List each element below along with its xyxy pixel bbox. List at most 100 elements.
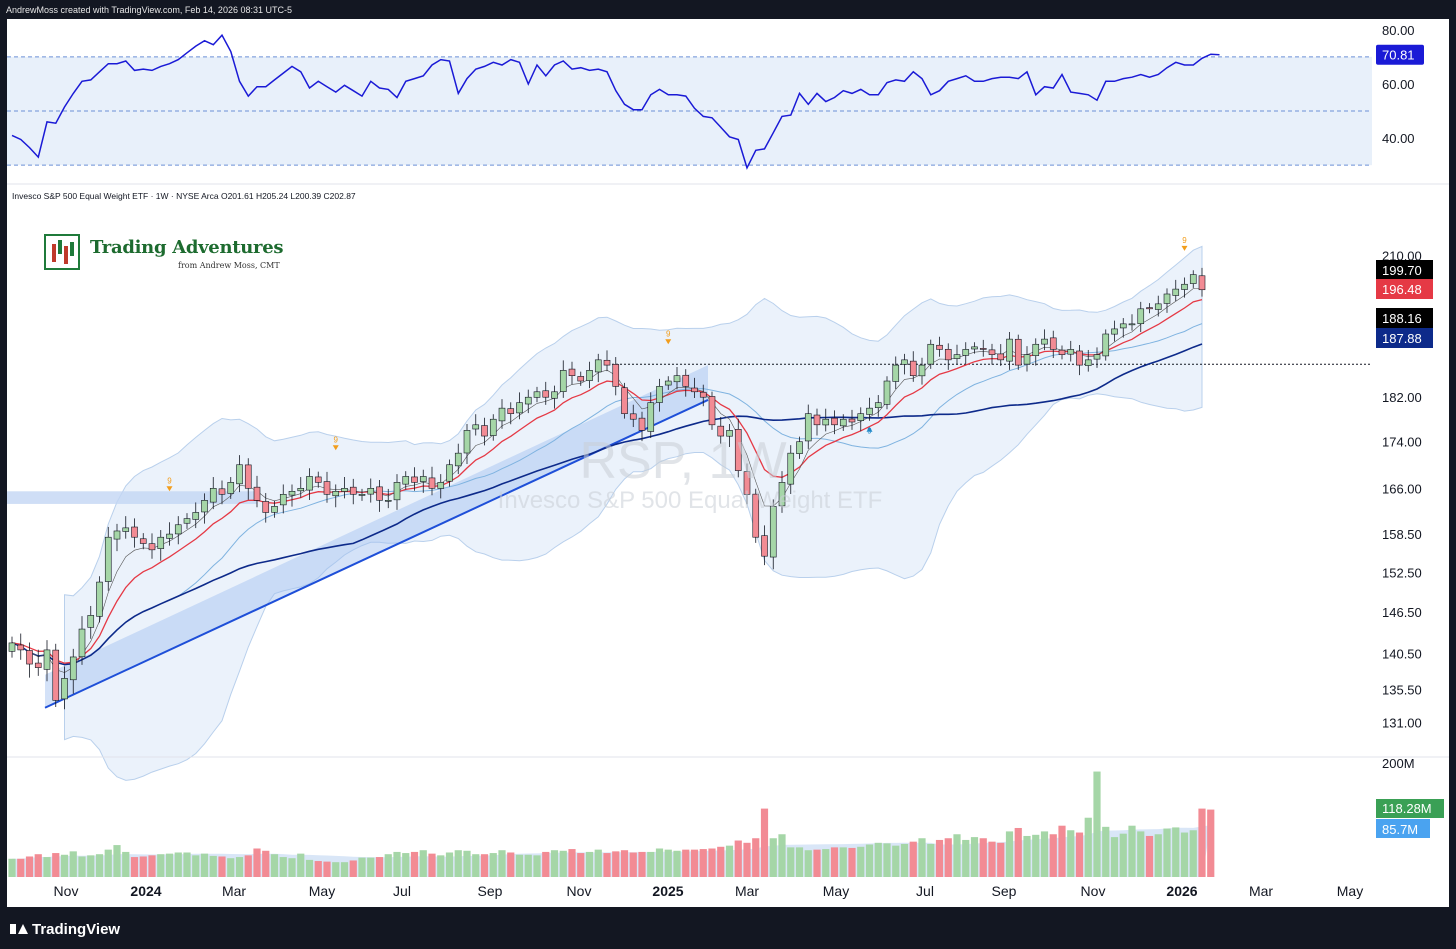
volume-bar	[463, 850, 471, 877]
candle-up	[1032, 343, 1040, 356]
volume-bar	[655, 848, 664, 877]
volume-bar	[428, 853, 436, 877]
candle-down	[323, 481, 331, 495]
candle-up	[472, 424, 480, 430]
volume-bar	[988, 841, 996, 877]
candle-up	[664, 380, 672, 386]
volume-bar	[60, 854, 69, 877]
candle-up	[857, 413, 865, 421]
candle-up	[166, 533, 173, 539]
time-axis-label: Nov	[567, 883, 592, 899]
candle-up	[673, 375, 681, 383]
candle-down	[34, 662, 42, 668]
sequential-count-label: 9	[167, 476, 172, 485]
price-tick-label: 182.00	[1382, 390, 1422, 405]
rsi-line	[11, 33, 1220, 170]
candle-down	[52, 649, 60, 701]
candle-up	[446, 464, 453, 482]
candle-down	[944, 348, 952, 361]
price-tick-label: 174.00	[1382, 435, 1422, 450]
volume-bar	[778, 834, 786, 877]
candle-down	[717, 425, 725, 437]
candle-up	[113, 530, 121, 540]
volume-bar	[367, 857, 375, 877]
candle-down	[542, 390, 550, 398]
time-axis-label: Jul	[916, 883, 934, 899]
volume-bar	[1049, 834, 1057, 877]
volume-bar	[1058, 825, 1066, 877]
candle-down	[734, 429, 742, 471]
candle-down	[936, 344, 943, 350]
volume-bar	[1102, 826, 1110, 877]
candle-down	[577, 376, 585, 382]
volume-bar	[393, 851, 401, 877]
volume-bar	[542, 851, 550, 877]
volume-bar	[262, 850, 270, 877]
candle-up	[656, 386, 663, 403]
candle-up	[822, 418, 830, 426]
candle-up	[122, 527, 130, 532]
support-zone	[7, 491, 257, 504]
volume-bar	[760, 808, 769, 877]
volume-bar	[297, 853, 305, 877]
volume-bar	[804, 850, 812, 877]
volume-bar	[612, 851, 620, 877]
candle-up	[1119, 323, 1127, 329]
volume-bar	[1075, 832, 1084, 877]
candle-up	[901, 359, 908, 365]
candle-up	[1041, 338, 1048, 345]
sequential-count-label: 9	[1182, 236, 1187, 245]
candle-up	[971, 346, 978, 350]
candle-up	[288, 491, 296, 496]
candle-up	[341, 488, 348, 492]
volume-bar	[1198, 808, 1206, 877]
candle-down	[752, 493, 760, 538]
volume-bar	[865, 844, 874, 877]
time-axis-label: May	[823, 883, 849, 899]
volume-bar	[1128, 825, 1136, 877]
candle-up	[927, 343, 935, 365]
volume-bar	[550, 850, 559, 877]
trend-channel	[45, 365, 708, 708]
price-tick-label: 166.00	[1382, 481, 1422, 496]
volume-average-badge	[1376, 819, 1430, 838]
volume-bar	[253, 848, 261, 877]
candle-up	[227, 482, 235, 494]
volume-bar	[743, 842, 751, 877]
volume-bar	[603, 853, 611, 877]
price-tick-label: 146.50	[1382, 605, 1422, 620]
candle-down	[988, 349, 996, 355]
time-axis-label: May	[309, 883, 335, 899]
candle-down	[708, 396, 716, 426]
volume-bar	[1189, 830, 1197, 877]
volume-bar	[270, 854, 279, 877]
volume-bar	[183, 852, 191, 877]
candle-up	[393, 482, 401, 501]
volume-bar	[507, 852, 515, 877]
volume-bar	[927, 843, 935, 877]
volume-bar	[174, 852, 182, 877]
volume-bar	[839, 847, 847, 877]
volume-bar	[227, 858, 235, 877]
tradingview-logo[interactable]: TradingView	[10, 918, 120, 940]
volume-bar	[647, 851, 655, 877]
volume-bar	[620, 850, 629, 877]
volume-bar	[568, 849, 576, 877]
volume-bar	[375, 857, 384, 877]
candle-up	[647, 402, 655, 432]
volume-bar	[349, 860, 357, 877]
volume-bar	[918, 838, 926, 877]
candle-down	[139, 538, 147, 544]
candle-down	[743, 471, 751, 495]
candle-down	[603, 359, 611, 366]
candle-up	[236, 464, 243, 485]
volume-bar	[69, 851, 77, 877]
time-axis-label: Mar	[222, 883, 246, 899]
candle-up	[1154, 303, 1162, 310]
volume-bar	[970, 837, 979, 877]
candle-down	[1198, 275, 1206, 291]
price-badge	[1376, 260, 1433, 280]
volume-bar	[25, 856, 34, 877]
volume-bar	[900, 843, 909, 877]
